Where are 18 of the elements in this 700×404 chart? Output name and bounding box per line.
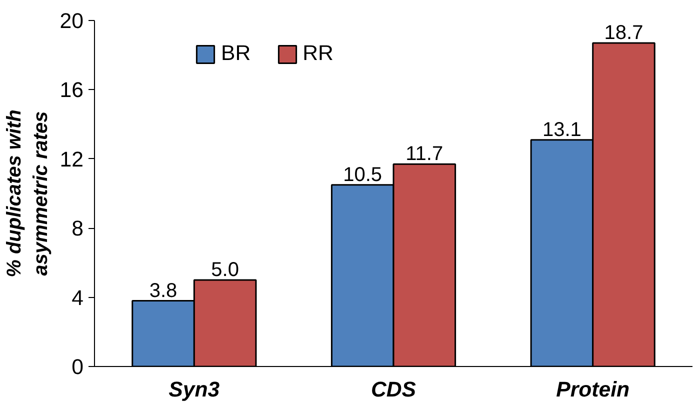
data-label: 13.1 (542, 118, 582, 141)
x-tick-label: CDS (370, 378, 416, 402)
legend-label: BR (221, 41, 251, 66)
legend-label: RR (302, 41, 334, 66)
x-tick-label: Syn3 (168, 378, 220, 402)
y-tick-label: 4 (72, 286, 84, 310)
x-tick-label: Protein (556, 378, 630, 402)
y-axis-title: % duplicates with asymmetric rates (3, 110, 52, 278)
data-label: 10.5 (343, 164, 382, 186)
y-tick-label: 20 (60, 9, 84, 33)
y-tick-label: 12 (60, 147, 84, 172)
data-label: 3.8 (149, 280, 178, 302)
data-label: 5.0 (211, 259, 239, 281)
data-label: 11.7 (406, 143, 444, 166)
y-tick-label: 8 (72, 216, 84, 241)
y-tick-label: 16 (60, 78, 84, 102)
data-label: 18.7 (604, 22, 644, 44)
y-tick-label: 0 (72, 355, 84, 379)
